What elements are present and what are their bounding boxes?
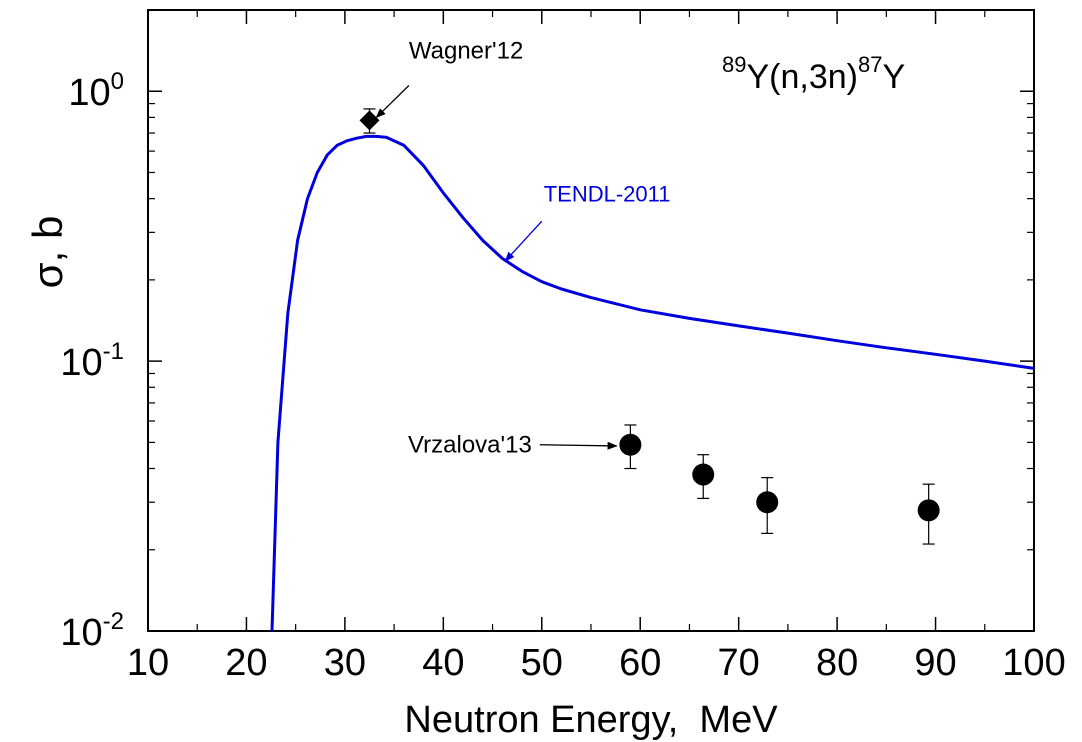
y-axis-label: σ, b — [24, 216, 71, 289]
reaction-title-mid: Y(n,3n) — [746, 58, 858, 96]
annotation-tendl-arrow — [504, 220, 543, 262]
x-tick-label: 70 — [718, 642, 760, 684]
reaction-title-a1: 89 — [722, 52, 746, 77]
data-point-vrzalova — [619, 433, 642, 456]
x-tick-label: 30 — [324, 642, 366, 684]
annotations: Wagner'12 TENDL-2011 Vrzalova'13 — [375, 38, 671, 459]
annotation-wagner-label: Wagner'12 — [409, 38, 523, 65]
annotation-wagner-arrow — [375, 85, 410, 119]
x-tick-label: 60 — [619, 642, 661, 684]
tick-labels: 10 20 30 40 50 60 70 80 90 100 100 10-1 10-2 — [60, 68, 1065, 684]
x-tick-label: 50 — [521, 642, 563, 684]
series-lines — [270, 134, 1035, 632]
data-point-vrzalova — [756, 491, 779, 514]
series-line-tendl — [270, 134, 1035, 632]
annotation-vrzalova-arrow — [539, 441, 618, 450]
x-tick-label: 40 — [422, 642, 464, 684]
series-points — [359, 108, 940, 545]
x-tick-label: 10 — [127, 642, 169, 684]
plot-frame — [147, 9, 1035, 632]
data-point-wagner — [359, 110, 380, 131]
data-point-vrzalova — [917, 499, 940, 522]
axis-ticks — [147, 9, 1035, 632]
x-tick-label: 20 — [225, 642, 267, 684]
annotation-tendl-label: TENDL-2011 — [544, 182, 671, 207]
annotation-vrzalova-label: Vrzalova'13 — [408, 432, 532, 459]
reaction-title: 89Y(n,3n)87Y — [722, 52, 905, 96]
x-tick-label: 90 — [914, 642, 956, 684]
y-tick-label: 10-1 — [60, 338, 124, 384]
y-tick-label: 100 — [68, 68, 124, 114]
x-tick-label: 80 — [816, 642, 858, 684]
reaction-title-end: Y — [882, 58, 905, 96]
x-tick-label: 100 — [1002, 642, 1065, 684]
data-point-vrzalova — [692, 463, 715, 486]
y-tick-label: 10-2 — [60, 608, 124, 654]
reaction-title-a2: 87 — [858, 52, 882, 77]
x-axis-label: Neutron Energy, MeV — [404, 699, 778, 741]
